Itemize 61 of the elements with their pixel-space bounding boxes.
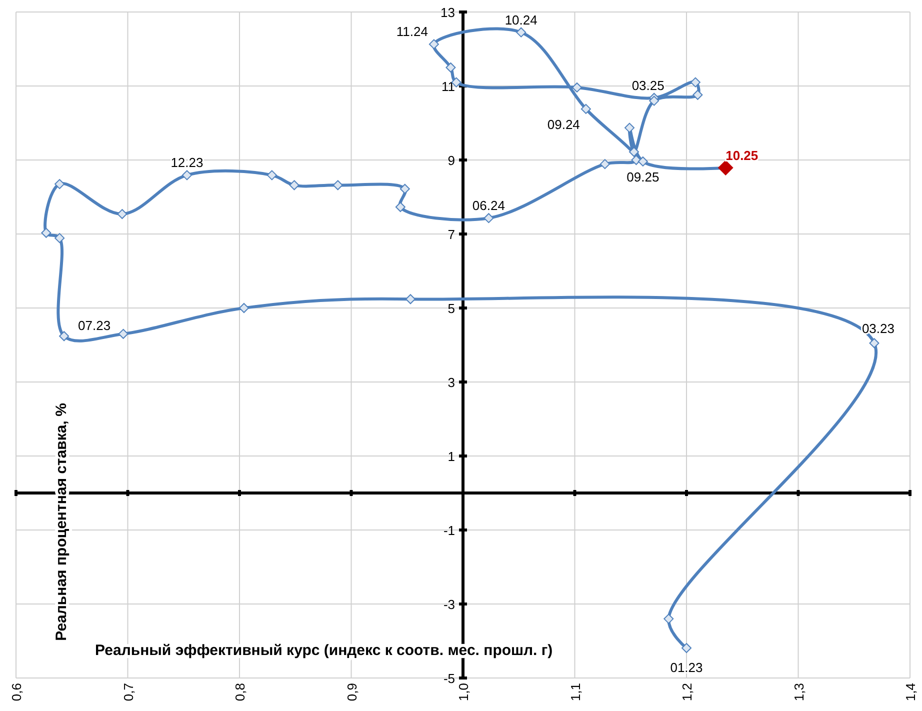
y-tick-label: -5 bbox=[443, 671, 455, 686]
x-tick-label: 0,8 bbox=[232, 683, 248, 702]
point bbox=[59, 331, 70, 342]
annotation: 01.23 bbox=[670, 660, 703, 676]
point bbox=[41, 228, 52, 238]
y-tick-label: 11 bbox=[442, 79, 455, 94]
point bbox=[628, 146, 639, 157]
x-tick-label: 1,1 bbox=[568, 683, 583, 702]
point bbox=[289, 180, 300, 190]
point bbox=[266, 170, 277, 180]
point bbox=[600, 159, 610, 170]
annotation: 09.25 bbox=[626, 169, 660, 184]
point bbox=[54, 179, 65, 190]
point bbox=[572, 82, 582, 92]
annotation: 03.23 bbox=[862, 321, 895, 336]
y-axis-title: Реальная процентная ставка, % bbox=[53, 403, 70, 641]
y-tick-label: 9 bbox=[448, 153, 455, 168]
point bbox=[869, 338, 880, 348]
point bbox=[649, 96, 660, 106]
point bbox=[395, 202, 406, 212]
annotation: 10.24 bbox=[504, 12, 538, 28]
point bbox=[664, 614, 674, 624]
point bbox=[682, 643, 692, 654]
point bbox=[624, 122, 635, 133]
y-tick-label: 3 bbox=[448, 375, 455, 390]
x-tick-label: 1,2 bbox=[680, 683, 694, 702]
y-tick-label: 1 bbox=[448, 449, 455, 464]
annotation: 06.24 bbox=[472, 198, 505, 214]
point bbox=[238, 303, 249, 313]
y-tick-label: 5 bbox=[448, 301, 455, 316]
y-tick-label: 7 bbox=[448, 227, 455, 242]
y-tick-label: -3 bbox=[443, 597, 455, 612]
point bbox=[332, 180, 343, 190]
x-tick-label: 1,0 bbox=[456, 683, 471, 702]
point bbox=[484, 213, 494, 224]
x-tick-label: 1,3 bbox=[791, 683, 806, 702]
x-tick-label: 1,4 bbox=[903, 683, 918, 702]
y-tick-label: 13 bbox=[440, 5, 455, 20]
point bbox=[118, 328, 128, 339]
x-tick-label: 0,9 bbox=[344, 683, 360, 702]
point bbox=[692, 90, 703, 100]
annotation: 10.25 bbox=[726, 148, 758, 163]
annotation: 11.24 bbox=[396, 24, 428, 40]
annotation: 12.23 bbox=[170, 155, 204, 170]
point bbox=[405, 294, 416, 304]
point bbox=[400, 184, 410, 194]
point bbox=[446, 62, 456, 72]
annotation: 03.25 bbox=[632, 78, 664, 93]
x-tick-label: 0,6 bbox=[9, 683, 24, 702]
point bbox=[428, 39, 439, 50]
point bbox=[516, 27, 526, 38]
point bbox=[690, 77, 700, 88]
point bbox=[182, 170, 192, 180]
point bbox=[638, 156, 648, 166]
point bbox=[54, 233, 65, 244]
y-tick-label: -1 bbox=[443, 523, 455, 538]
annotation: 07.23 bbox=[78, 318, 111, 334]
point bbox=[117, 209, 128, 220]
point bbox=[580, 104, 591, 114]
x-tick-label: 0,7 bbox=[120, 683, 136, 702]
annotation: 09.24 bbox=[547, 116, 580, 132]
